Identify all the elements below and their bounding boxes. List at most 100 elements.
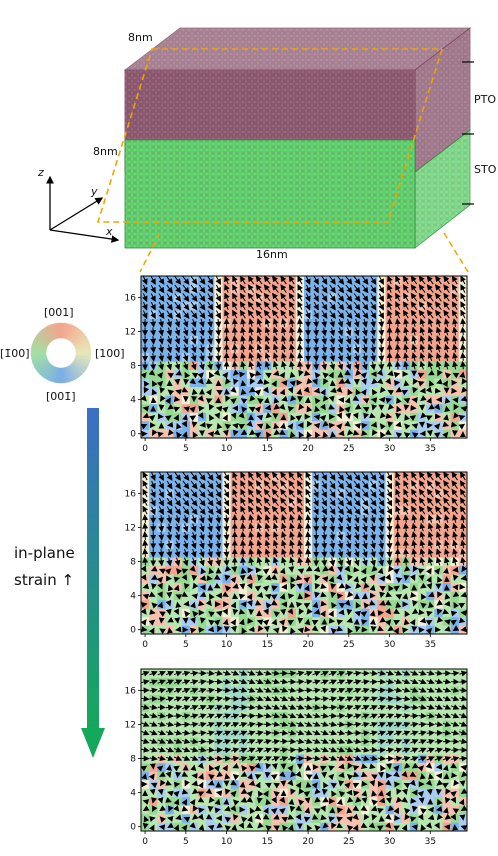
polarization-arrow [166, 284, 173, 294]
polarization-arrow [246, 420, 253, 428]
polarization-arrow [224, 423, 232, 430]
polarization-arrow [428, 369, 435, 376]
polarization-arrow [205, 398, 213, 404]
polarization-arrow [263, 292, 271, 302]
polarization-arrow [281, 318, 287, 327]
polarization-arrow [345, 293, 353, 302]
polarization-arrow [344, 420, 351, 427]
polarization-arrow [256, 378, 264, 384]
polarization-arrow [288, 284, 295, 293]
polarization-arrow [361, 353, 368, 362]
polarization-arrow [287, 423, 294, 430]
polarization-arrow [410, 284, 418, 293]
y-tick-label: 8 [130, 755, 136, 765]
polarization-arrow [205, 388, 212, 396]
x-tick-label: 0 [142, 640, 148, 650]
polarization-arrow [256, 326, 263, 336]
polarization-arrow [376, 369, 384, 377]
polarization-arrow [231, 360, 238, 370]
polarization-arrow [319, 414, 327, 422]
polarization-arrow [442, 807, 449, 814]
wheel-label-top: [001] [44, 306, 74, 319]
polarization-arrow [255, 292, 263, 302]
polarization-arrow [303, 386, 310, 394]
polarization-arrow [411, 326, 418, 336]
polarization-arrow [159, 386, 166, 394]
polarization-arrow [280, 292, 287, 302]
polarization-arrow [371, 388, 378, 396]
polarization-arrow [182, 335, 189, 345]
polarization-arrow [150, 327, 157, 337]
polarization-arrow [191, 421, 198, 428]
polarization-arrow [281, 335, 287, 344]
polarization-arrow [322, 431, 329, 438]
polarization-arrow [288, 301, 295, 310]
polarization-arrow [306, 431, 313, 438]
polarization-arrow [345, 361, 352, 371]
polarization-arrow [182, 353, 189, 362]
polarization-arrow [418, 712, 427, 719]
polarization-arrow [321, 293, 328, 302]
polarization-arrow [239, 292, 246, 302]
polarization-arrow [314, 372, 321, 379]
polarization-arrow [395, 284, 401, 293]
polarization-arrow [272, 335, 279, 344]
polarization-arrow [460, 406, 467, 412]
polarization-arrow [143, 380, 150, 388]
polarization-arrow [428, 601, 434, 609]
polarization-arrow [190, 361, 197, 371]
polarization-arrow [353, 293, 361, 302]
polarization-arrow [321, 336, 328, 345]
polarization-arrow [175, 369, 183, 376]
polarization-arrow [459, 371, 466, 379]
polarization-arrow [165, 397, 171, 405]
polarization-arrow [281, 395, 288, 402]
polarization-arrow [360, 388, 367, 396]
polarization-arrow [314, 405, 320, 413]
polarization-arrow [409, 415, 417, 422]
polarization-arrow [419, 773, 426, 780]
polarization-arrow [198, 344, 205, 354]
polarization-arrow [361, 318, 368, 328]
polarization-arrow [271, 380, 277, 388]
polarization-arrow [150, 336, 157, 345]
polarization-arrow [247, 301, 255, 310]
polarization-arrow [248, 335, 255, 344]
polarization-arrow [435, 806, 443, 812]
polarization-arrow [361, 361, 368, 371]
polarization-arrow [158, 318, 165, 328]
polarization-arrow [174, 713, 183, 719]
polarization-arrow [255, 712, 264, 719]
polarization-arrow [182, 344, 189, 354]
polarization-arrow [385, 429, 392, 436]
polarization-arrow [411, 360, 418, 370]
polarization-arrow [296, 601, 303, 608]
polarization-arrow [232, 422, 239, 429]
polarization-arrow [426, 284, 434, 293]
polarization-arrow [387, 275, 393, 285]
polarization-arrow [225, 395, 231, 402]
polarization-arrow [181, 420, 188, 428]
polarization-arrow [158, 293, 165, 302]
polarization-arrow [417, 372, 425, 379]
polarization-arrow [231, 326, 238, 336]
polarization-arrow [224, 309, 230, 319]
polarization-arrow [182, 310, 190, 319]
polarization-arrow [273, 397, 280, 404]
polarization-arrow [459, 687, 468, 694]
polarization-arrow [184, 371, 191, 379]
polarization-arrow [240, 326, 247, 336]
polarization-arrow [215, 301, 221, 311]
x-tick-label: 25 [343, 444, 354, 454]
polarization-arrow [222, 414, 228, 422]
polarization-arrow [240, 335, 247, 344]
polarization-arrow [279, 371, 285, 379]
polarization-arrow [197, 372, 204, 379]
polarization-arrow [287, 386, 294, 394]
polarization-arrow [404, 423, 411, 430]
polarization-arrow [313, 327, 320, 337]
polarization-arrow [264, 343, 271, 353]
polarization-arrow [213, 369, 221, 376]
strain-arrow: in-plane strain ↑ [6, 408, 105, 758]
polarization-arrow [378, 344, 385, 354]
